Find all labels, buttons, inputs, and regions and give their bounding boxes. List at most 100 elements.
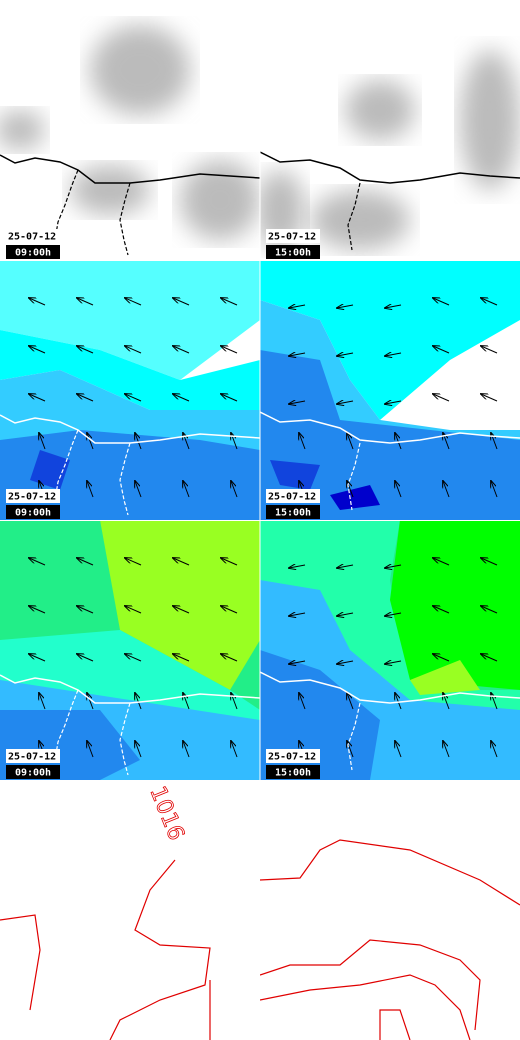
time-background: [266, 765, 320, 779]
isobar: [260, 939, 481, 1031]
wind-arrow: [221, 654, 238, 662]
cloud-area: [460, 50, 520, 190]
wind-arrow: [385, 401, 402, 404]
wind-arrow: [135, 741, 142, 758]
wind-arrow: [385, 613, 402, 616]
wind-arrow: [173, 394, 190, 402]
date-box: 25-07-12: [6, 489, 60, 503]
coastline: [260, 151, 520, 184]
wind-arrow: [29, 394, 46, 402]
wind-arrow: [125, 298, 142, 306]
wind-arrow: [29, 606, 46, 614]
wind-arrow: [29, 558, 46, 566]
wind-arrow: [77, 346, 94, 354]
wind-arrow: [433, 298, 450, 306]
wind-arrow: [433, 346, 450, 354]
wind-arrow: [173, 606, 190, 614]
wind-arrow: [231, 481, 238, 498]
contour-area: [330, 485, 380, 510]
date-background: [6, 229, 60, 243]
wind-arrow: [77, 394, 94, 402]
time-background: [266, 245, 320, 259]
contour-area: [0, 430, 260, 520]
panel-background: [0, 780, 260, 1040]
border-line: [347, 442, 361, 511]
map-panel: 25-07-12 09:00h: [0, 260, 260, 520]
wind-arrow: [221, 606, 238, 614]
wind-arrow: [125, 654, 142, 662]
wind-arrow: [395, 433, 402, 450]
date-label: 25-07-12: [268, 492, 316, 503]
wind-arrow: [385, 353, 402, 356]
wind-arrow: [173, 346, 190, 354]
wind-arrow: [39, 693, 46, 710]
border-line: [54, 429, 79, 501]
wind-arrow: [443, 741, 450, 758]
wind-arrow: [481, 654, 498, 662]
time-background: [6, 765, 60, 779]
border-line: [347, 702, 361, 771]
wind-arrow: [299, 693, 306, 710]
time-label: 15:00h: [275, 508, 311, 519]
date-label: 25-07-12: [8, 232, 56, 243]
wind-arrow: [135, 433, 142, 450]
wind-arrow: [481, 298, 498, 306]
border-line: [119, 182, 131, 256]
wind-arrow: [221, 346, 238, 354]
wind-arrow: [135, 693, 142, 710]
time-background: [6, 245, 60, 259]
wind-arrow: [347, 433, 354, 450]
isobar: [260, 974, 471, 1040]
map-panel: [260, 780, 520, 1040]
isobar: [109, 859, 211, 1040]
wind-arrow: [337, 401, 354, 404]
contour-area: [260, 350, 520, 520]
wind-arrow: [289, 613, 306, 616]
wind-arrow: [337, 661, 354, 664]
wind-arrow: [433, 606, 450, 614]
wind-arrow: [289, 565, 306, 568]
date-label: 25-07-12: [8, 492, 56, 503]
border-line: [54, 689, 79, 761]
coastline: [0, 414, 260, 444]
contour-area: [270, 460, 320, 490]
border-line: [119, 442, 131, 516]
contour-area: [0, 260, 260, 380]
date-background: [266, 489, 320, 503]
date-background: [266, 229, 320, 243]
wind-arrow: [221, 558, 238, 566]
wind-arrow: [87, 693, 94, 710]
date-label: 25-07-12: [268, 232, 316, 243]
wind-arrow: [491, 741, 498, 758]
wind-arrow: [183, 741, 190, 758]
wind-arrow: [289, 353, 306, 356]
wind-arrow: [221, 394, 238, 402]
coastline: [0, 674, 260, 704]
wind-arrow: [173, 558, 190, 566]
wind-arrow: [77, 606, 94, 614]
coastline: [0, 154, 260, 184]
contour-area: [260, 260, 520, 420]
wind-arrow: [29, 654, 46, 662]
cloud-area: [90, 25, 190, 115]
wind-arrow: [221, 298, 238, 306]
coastline: [260, 671, 520, 704]
wind-arrow: [395, 693, 402, 710]
wind-arrow: [347, 693, 354, 710]
wind-arrow: [337, 565, 354, 568]
wind-arrow: [77, 558, 94, 566]
time-label: 15:00h: [275, 768, 311, 779]
cloud-area: [0, 110, 45, 150]
date-box: 25-07-12: [6, 229, 60, 243]
time-label: 09:00h: [15, 768, 51, 779]
wind-arrow: [231, 741, 238, 758]
wind-arrow: [481, 558, 498, 566]
date-box: 25-07-12: [266, 749, 320, 763]
wind-arrow: [87, 433, 94, 450]
wind-arrow: [491, 481, 498, 498]
time-label: 09:00h: [15, 508, 51, 519]
wind-arrow: [125, 394, 142, 402]
coastline: [260, 411, 520, 444]
